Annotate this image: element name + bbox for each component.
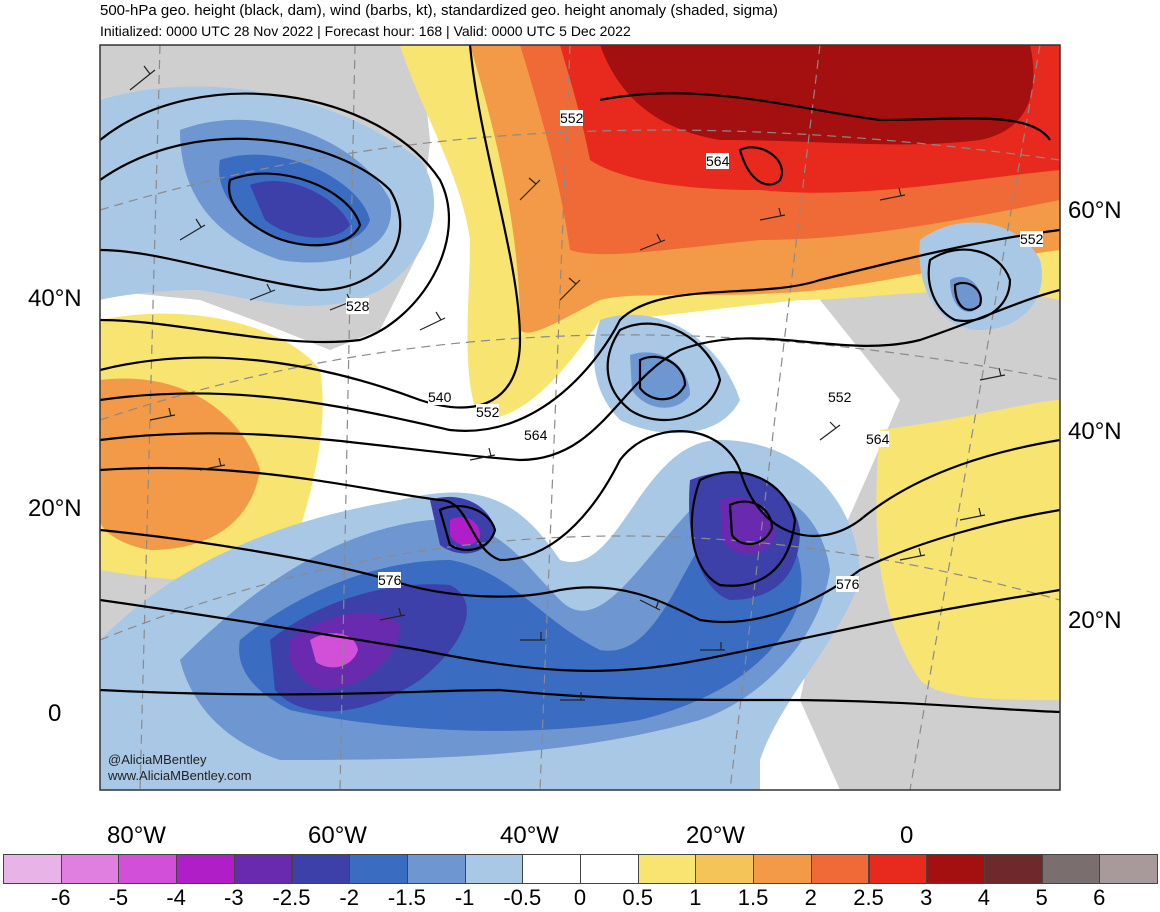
- contour-label: 576: [836, 576, 860, 592]
- lat-label-60n-right: 60°N: [1068, 197, 1122, 224]
- colorbar-label: -3: [224, 885, 244, 910]
- colorbar-label: -2: [339, 885, 359, 910]
- colorbar-swatch: [695, 854, 755, 884]
- colorbar-label: -5: [108, 885, 129, 910]
- contour-label: 564: [524, 427, 548, 443]
- lon-label-60w: 60°W: [308, 822, 367, 849]
- colorbar-label: 2: [804, 885, 817, 910]
- colorbar-swatch: [1041, 854, 1101, 884]
- lon-label-0: 0: [900, 822, 914, 849]
- lat-label-40n-right: 40°N: [1068, 418, 1122, 445]
- lat-label-40n-left: 40°N: [28, 285, 82, 312]
- contour-label: 564: [866, 431, 890, 447]
- colorbar-swatch: [291, 854, 351, 884]
- colorbar-label: -6: [50, 885, 71, 910]
- lat-label-20n-right: 20°N: [1068, 607, 1122, 634]
- colorbar-label: 0: [573, 885, 587, 910]
- colorbar-swatch: [60, 854, 120, 884]
- colorbar-label: 6: [1093, 885, 1106, 910]
- contour-label: 552: [828, 389, 852, 405]
- colorbar-label: 4: [977, 885, 991, 910]
- lon-label-80w: 80°W: [107, 822, 166, 849]
- contour-label: 528: [346, 298, 370, 314]
- colorbar-label: -0.5: [503, 885, 542, 910]
- colorbar-label: -1.5: [387, 885, 426, 910]
- colorbar-swatch: [983, 854, 1043, 884]
- colorbar-swatch: [637, 854, 697, 884]
- colorbar-label: 3: [920, 885, 933, 910]
- contour-label: 540: [428, 389, 452, 405]
- colorbar-swatch: [868, 854, 928, 884]
- colorbar-swatch: [349, 854, 408, 884]
- contour-label: 552: [476, 404, 500, 420]
- credit-site: www.AliciaMBentley.com: [108, 768, 252, 783]
- colorbar-label: 2.5: [853, 885, 884, 910]
- colorbar-swatch: [464, 854, 524, 884]
- colorbar-swatch: [3, 854, 62, 884]
- colorbar-swatch: [118, 854, 178, 884]
- colorbar-swatch: [522, 854, 581, 884]
- colorbar-label: -4: [166, 885, 186, 910]
- colorbar-swatch: [233, 854, 293, 884]
- colorbar-label: 5: [1035, 885, 1048, 910]
- credit-handle: @AliciaMBentley: [108, 752, 207, 767]
- map-panel: [100, 45, 1060, 790]
- colorbar-swatch: [753, 854, 812, 884]
- contour-label: 564: [706, 153, 730, 169]
- lon-label-20w: 20°W: [686, 822, 745, 849]
- lat-label-0-left: 0: [48, 700, 62, 727]
- colorbar-label: 0.5: [622, 885, 653, 910]
- colorbar-label: 1: [689, 885, 702, 910]
- colorbar-swatch: [926, 854, 985, 884]
- wind-barbs: [129, 65, 1006, 701]
- lat-label-20n-left: 20°N: [28, 495, 82, 522]
- colorbar-swatch: [580, 854, 639, 884]
- colorbar-label: -2.5: [272, 885, 311, 910]
- colorbar-swatch: [176, 854, 235, 884]
- colorbar-swatch: [810, 854, 870, 884]
- map-frame: [99, 44, 1061, 791]
- colorbar-label: 1.5: [737, 885, 769, 910]
- contour-label: 552: [1020, 231, 1044, 247]
- map-title: 500-hPa geo. height (black, dam), wind (…: [100, 2, 778, 19]
- contour-label: 552: [560, 110, 584, 126]
- map-subtitle: Initialized: 0000 UTC 28 Nov 2022 | Fore…: [100, 23, 631, 39]
- height-contours: [100, 45, 1060, 714]
- colorbar-swatch: [1099, 854, 1158, 884]
- colorbar-label: -1: [454, 885, 475, 910]
- contour-label: 576: [378, 572, 402, 588]
- colorbar-swatch: [406, 854, 466, 884]
- graticule: [100, 45, 1060, 790]
- lon-label-40w: 40°W: [500, 822, 559, 849]
